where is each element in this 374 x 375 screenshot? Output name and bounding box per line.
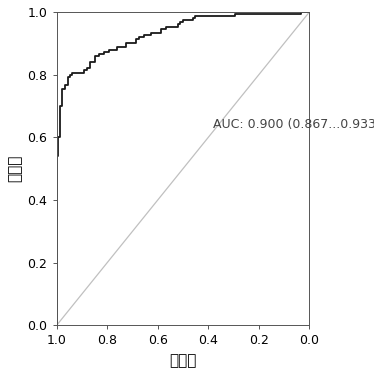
X-axis label: 特异性: 特异性 xyxy=(169,353,197,368)
Text: AUC: 0.900 (0.867...0.933): AUC: 0.900 (0.867...0.933) xyxy=(213,118,374,131)
Y-axis label: 敏感性: 敏感性 xyxy=(7,155,22,182)
